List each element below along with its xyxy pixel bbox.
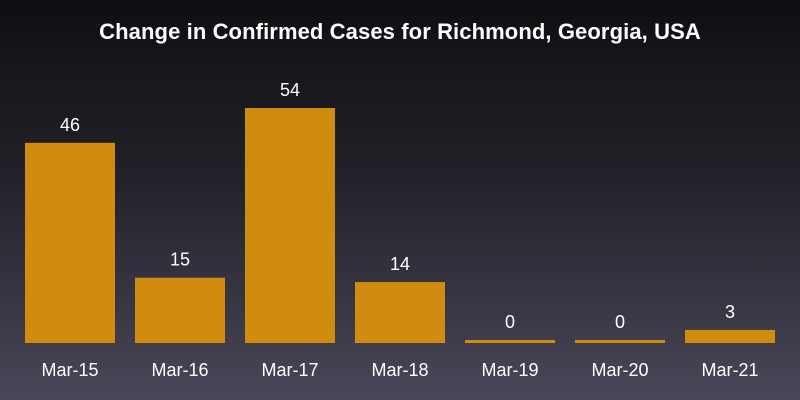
bar-mar-17	[245, 108, 335, 343]
x-tick-label: Mar-15	[41, 360, 98, 380]
x-tick-label: Mar-20	[591, 360, 648, 380]
bar-mar-19	[465, 340, 555, 343]
x-tick-labels-group: Mar-15 Mar-16 Mar-17 Mar-18 Mar-19 Mar-20 Mar-…	[41, 360, 758, 380]
bar-mar-15	[25, 142, 115, 343]
bars-group	[25, 108, 775, 343]
bar-value-label: 54	[280, 80, 300, 100]
bar-mar-16	[135, 277, 225, 343]
chart-title: Change in Confirmed Cases for Richmond, …	[99, 19, 701, 44]
bar-mar-20	[575, 340, 665, 343]
x-tick-label: Mar-19	[481, 360, 538, 380]
value-labels-group: 46 15 54 14 0 0 3	[60, 80, 735, 332]
x-tick-label: Mar-18	[371, 360, 428, 380]
x-tick-label: Mar-17	[261, 360, 318, 380]
bar-value-label: 3	[725, 302, 735, 322]
bar-value-label: 0	[505, 312, 515, 332]
bar-value-label: 15	[170, 250, 190, 270]
bar-value-label: 14	[390, 254, 410, 274]
x-tick-label: Mar-21	[701, 360, 758, 380]
bar-mar-21	[685, 329, 775, 343]
bar-mar-18	[355, 282, 445, 343]
bar-value-label: 46	[60, 115, 80, 135]
bar-value-label: 0	[615, 312, 625, 332]
x-tick-label: Mar-16	[151, 360, 208, 380]
